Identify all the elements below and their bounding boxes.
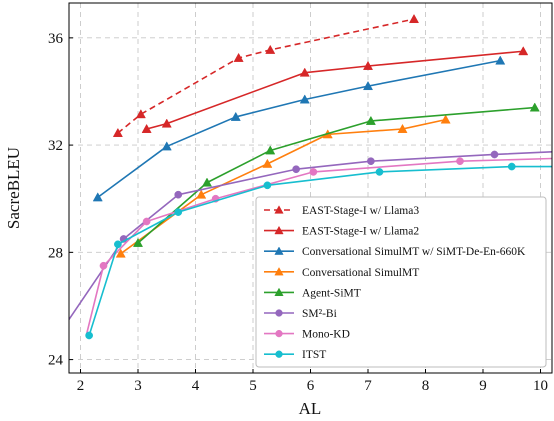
legend-marker <box>274 205 284 214</box>
data-point <box>99 261 108 270</box>
legend-label: EAST-Stage-I w/ Llama2 <box>302 226 419 238</box>
data-point <box>135 109 146 119</box>
y-tick-label: 32 <box>48 138 63 154</box>
legend-item: SM²-Bi <box>264 308 337 320</box>
legend-label: Mono-KD <box>302 329 350 341</box>
x-tick-label: 3 <box>134 378 142 394</box>
data-point <box>529 102 540 112</box>
data-point <box>375 168 384 176</box>
data-point <box>161 118 172 128</box>
x-tick-label: 9 <box>479 378 487 394</box>
data-point <box>115 248 126 258</box>
data-point <box>201 177 213 187</box>
y-tick-label: 24 <box>48 353 64 369</box>
data-point <box>408 13 420 24</box>
y-axis-label: SacreBLEU <box>4 147 23 229</box>
data-point <box>507 162 516 171</box>
series-4 <box>115 114 451 258</box>
series-group <box>69 13 552 340</box>
series-line <box>117 18 415 134</box>
data-point <box>233 52 244 62</box>
data-point <box>141 123 152 133</box>
data-point <box>362 81 374 91</box>
data-point <box>440 114 451 124</box>
data-point <box>490 150 499 159</box>
legend-item: EAST-Stage-I w/ Llama2 <box>264 226 419 238</box>
legend-marker <box>275 350 283 358</box>
data-point <box>367 157 375 166</box>
x-tick-label: 10 <box>533 378 548 394</box>
data-point <box>196 189 207 199</box>
data-point <box>174 190 183 199</box>
data-point <box>495 55 506 65</box>
series-line <box>146 50 524 130</box>
data-point <box>263 181 272 190</box>
x-tick-label: 2 <box>77 378 85 394</box>
ticks: 2 3 4 5 6 7 8 9 10 24 28 32 36 <box>48 31 548 394</box>
x-axis-label: AL <box>299 399 322 416</box>
legend-item: EAST-Stage-I w/ Llama3 <box>264 205 419 217</box>
legend-marker <box>274 287 284 297</box>
data-point <box>265 44 276 54</box>
data-point <box>114 240 122 249</box>
data-point <box>92 192 103 202</box>
series-7 <box>85 157 552 336</box>
legend-label: ITST <box>302 349 326 361</box>
y-tick-label: 28 <box>48 245 63 261</box>
legend-marker <box>275 329 283 338</box>
data-point <box>299 94 310 104</box>
series-3 <box>92 55 506 202</box>
data-point <box>161 141 172 151</box>
x-tick-label: 5 <box>249 378 257 394</box>
data-point <box>262 158 273 168</box>
data-point <box>362 60 374 70</box>
legend-item: Mono-KD <box>264 329 350 341</box>
legend-label: SM²-Bi <box>302 308 337 320</box>
legend-label: Conversational SimulMT w/ SiMT-De-En-660… <box>302 246 526 258</box>
data-point <box>309 168 318 176</box>
series-6 <box>69 150 552 320</box>
series-8 <box>85 162 552 340</box>
legend-label: Agent-SiMT <box>302 287 361 299</box>
y-tick-label: 36 <box>48 31 64 47</box>
legend-label: EAST-Stage-I w/ Llama3 <box>302 205 419 217</box>
legend-item: ITST <box>264 349 326 361</box>
data-point <box>85 331 93 340</box>
data-point <box>365 115 376 125</box>
series-5 <box>132 102 540 247</box>
data-point <box>174 208 183 216</box>
legend-box <box>255 196 547 368</box>
data-point <box>299 67 310 77</box>
data-point <box>142 217 151 226</box>
x-tick-label: 6 <box>307 378 315 394</box>
legend-item: Agent-SiMT <box>264 287 361 299</box>
data-point <box>265 145 276 155</box>
data-point <box>397 123 408 133</box>
x-tick-label: 8 <box>422 378 430 394</box>
x-tick-label: 4 <box>192 378 200 394</box>
x-tick-label: 7 <box>364 378 372 394</box>
legend-marker <box>274 225 284 235</box>
data-point <box>518 46 529 56</box>
data-point <box>230 111 241 121</box>
legend-marker <box>274 246 284 255</box>
legend-item: Conversational SimulMT <box>264 267 419 279</box>
series-line <box>120 118 446 255</box>
legend-marker <box>274 267 284 276</box>
series-2 <box>141 46 529 133</box>
legend: EAST-Stage-I w/ Llama3 EAST-Stage-I w/ Ll… <box>255 196 547 368</box>
data-point <box>456 157 464 166</box>
legend-marker <box>275 309 283 317</box>
data-point <box>112 127 123 137</box>
series-line <box>97 59 501 199</box>
series-1 <box>112 13 420 137</box>
legend-label: Conversational SimulMT <box>302 267 419 279</box>
data-point <box>132 237 144 247</box>
data-point <box>292 165 300 174</box>
legend-item: Conversational SimulMT w/ SiMT-De-En-660… <box>264 246 526 258</box>
